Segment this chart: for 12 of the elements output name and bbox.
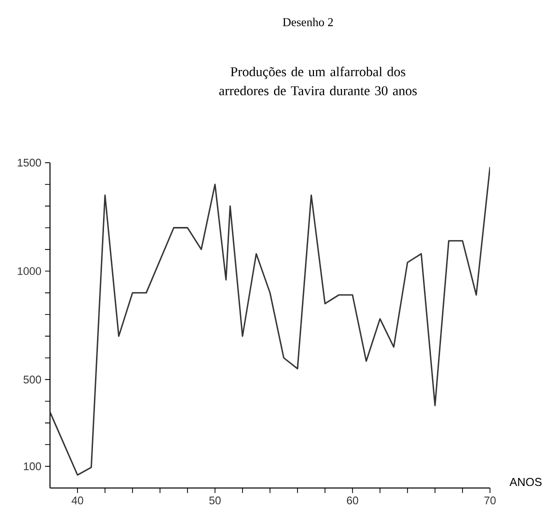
x-tick-label: 70 xyxy=(484,496,496,504)
y-tick-label: 500 xyxy=(24,376,42,384)
x-tick-label: 50 xyxy=(209,496,221,504)
y-tick-label: 1000 xyxy=(18,267,42,276)
line-series xyxy=(50,166,490,476)
x-axis-title: ANOS xyxy=(510,478,542,486)
y-tick-label: 100 xyxy=(24,462,42,470)
chart-title: Produções de um alfarrobal dos arredores de Tavira durante 30 anos xyxy=(219,66,417,96)
text: Desenho 2 xyxy=(282,18,333,26)
x-tick-label: 60 xyxy=(346,496,358,504)
x-tick-label: 40 xyxy=(72,496,84,504)
y-tick-label: 1500 xyxy=(18,158,42,167)
